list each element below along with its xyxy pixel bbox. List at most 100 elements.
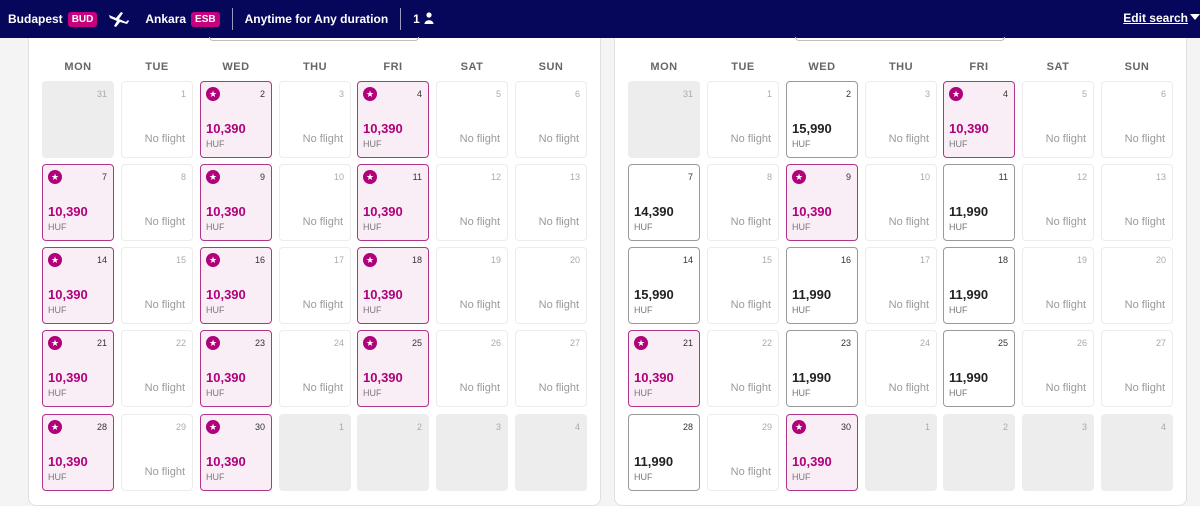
fare-amount: 11,990: [792, 287, 832, 302]
fare-amount: 10,390: [48, 287, 88, 302]
day-cell-fare[interactable]: 14 15,990 HUF: [628, 247, 700, 324]
day-cell-outside-month: 2: [357, 414, 429, 491]
day-cell-no-flight: 13 No flight: [515, 164, 587, 241]
day-cell-outside-month: 4: [1101, 414, 1173, 491]
day-number: 3: [338, 89, 344, 99]
star-icon: ★: [634, 336, 648, 350]
fare-currency: HUF: [949, 139, 968, 149]
day-cell-no-flight: 6 No flight: [515, 81, 587, 158]
day-cell-fare[interactable]: 28 ★ 10,390 HUF: [42, 414, 114, 491]
day-number: 31: [96, 89, 107, 99]
day-cell-fare[interactable]: 23 11,990 HUF: [786, 330, 858, 407]
day-number: 5: [495, 89, 501, 99]
day-cell-fare[interactable]: 16 11,990 HUF: [786, 247, 858, 324]
day-cell-outside-month: 2: [943, 414, 1015, 491]
day-cell-fare[interactable]: 18 ★ 10,390 HUF: [357, 247, 429, 324]
no-flight-label: No flight: [459, 216, 500, 228]
no-flight-label: No flight: [888, 216, 929, 228]
fare-amount: 10,390: [48, 204, 88, 219]
day-number: 6: [1160, 89, 1166, 99]
day-cell-no-flight: 13 No flight: [1101, 164, 1173, 241]
day-cell-fare[interactable]: 11 11,990 HUF: [943, 164, 1015, 241]
day-cell-no-flight: 1 No flight: [707, 81, 779, 158]
no-flight-label: No flight: [1045, 382, 1086, 394]
day-cell-fare[interactable]: 4 ★ 10,390 HUF: [943, 81, 1015, 158]
day-cell-fare[interactable]: 9 ★ 10,390 HUF: [786, 164, 858, 241]
star-icon: ★: [949, 87, 963, 101]
day-cell-fare[interactable]: 30 ★ 10,390 HUF: [786, 414, 858, 491]
plane-icon: [107, 9, 131, 29]
day-number: 4: [574, 422, 580, 432]
fare-currency: HUF: [634, 472, 653, 482]
day-cell-no-flight: 29 No flight: [707, 414, 779, 491]
day-number: 31: [682, 89, 693, 99]
day-cell-no-flight: 15 No flight: [121, 247, 193, 324]
day-cell-fare[interactable]: 2 15,990 HUF: [786, 81, 858, 158]
fare-currency: HUF: [363, 222, 382, 232]
passenger-count: 1: [413, 11, 434, 27]
fare-currency: HUF: [48, 222, 67, 232]
no-flight-label: No flight: [144, 216, 185, 228]
divider: [231, 8, 233, 30]
day-cell-fare[interactable]: 4 ★ 10,390 HUF: [357, 81, 429, 158]
month-selector[interactable]: [209, 37, 419, 41]
day-cell-fare[interactable]: 21 ★ 10,390 HUF: [42, 330, 114, 407]
day-cell-fare[interactable]: 25 ★ 10,390 HUF: [357, 330, 429, 407]
no-flight-label: No flight: [730, 299, 771, 311]
day-cell-fare[interactable]: 7 ★ 10,390 HUF: [42, 164, 114, 241]
day-cell-fare[interactable]: 25 11,990 HUF: [943, 330, 1015, 407]
day-cell-fare[interactable]: 21 ★ 10,390 HUF: [628, 330, 700, 407]
day-cell-fare[interactable]: 16 ★ 10,390 HUF: [200, 247, 272, 324]
day-cell-outside-month: 3: [436, 414, 508, 491]
day-number: 7: [101, 172, 107, 182]
day-cell-fare[interactable]: 14 ★ 10,390 HUF: [42, 247, 114, 324]
day-cell-no-flight: 5 No flight: [436, 81, 508, 158]
day-number: 10: [919, 172, 930, 182]
month-selector[interactable]: [795, 37, 1005, 41]
day-cell-fare[interactable]: 23 ★ 10,390 HUF: [200, 330, 272, 407]
day-number: 2: [1002, 422, 1008, 432]
fare-amount: 10,390: [363, 121, 403, 136]
day-number: 2: [259, 89, 265, 99]
day-cell-fare[interactable]: 11 ★ 10,390 HUF: [357, 164, 429, 241]
day-number: 26: [1076, 338, 1087, 348]
fare-amount: 11,990: [949, 204, 989, 219]
day-cell-fare[interactable]: 9 ★ 10,390 HUF: [200, 164, 272, 241]
no-flight-label: No flight: [538, 216, 579, 228]
chevron-down-icon[interactable]: [1190, 14, 1200, 20]
day-number: 12: [1076, 172, 1087, 182]
day-cell-no-flight: 1 No flight: [121, 81, 193, 158]
day-cell-no-flight: 24 No flight: [865, 330, 937, 407]
fare-currency: HUF: [792, 472, 811, 482]
star-icon: ★: [206, 253, 220, 267]
weekday-header: THU: [302, 61, 328, 73]
day-number: 18: [411, 255, 422, 265]
no-flight-label: No flight: [459, 382, 500, 394]
fare-currency: HUF: [792, 305, 811, 315]
no-flight-label: No flight: [730, 466, 771, 478]
day-number: 22: [761, 338, 772, 348]
fare-amount: 11,990: [792, 370, 832, 385]
day-number: 29: [761, 422, 772, 432]
day-cell-fare[interactable]: 30 ★ 10,390 HUF: [200, 414, 272, 491]
day-cell-fare[interactable]: 2 ★ 10,390 HUF: [200, 81, 272, 158]
day-cell-no-flight: 5 No flight: [1022, 81, 1094, 158]
weekday-header: MON: [64, 61, 92, 73]
day-cell-no-flight: 8 No flight: [707, 164, 779, 241]
edit-search-link[interactable]: Edit search: [1123, 11, 1188, 25]
day-number: 15: [761, 255, 772, 265]
day-number: 11: [998, 172, 1008, 182]
day-cell-no-flight: 22 No flight: [121, 330, 193, 407]
star-icon: ★: [206, 87, 220, 101]
day-cell-no-flight: 10 No flight: [279, 164, 351, 241]
fare-currency: HUF: [363, 388, 382, 398]
no-flight-label: No flight: [888, 133, 929, 145]
day-cell-fare[interactable]: 7 14,390 HUF: [628, 164, 700, 241]
fare-amount: 10,390: [206, 454, 246, 469]
day-cell-fare[interactable]: 28 11,990 HUF: [628, 414, 700, 491]
day-cell-fare[interactable]: 18 11,990 HUF: [943, 247, 1015, 324]
day-number: 1: [180, 89, 186, 99]
origin-code-badge: BUD: [67, 11, 98, 27]
fare-currency: HUF: [792, 139, 811, 149]
fare-amount: 10,390: [48, 454, 88, 469]
